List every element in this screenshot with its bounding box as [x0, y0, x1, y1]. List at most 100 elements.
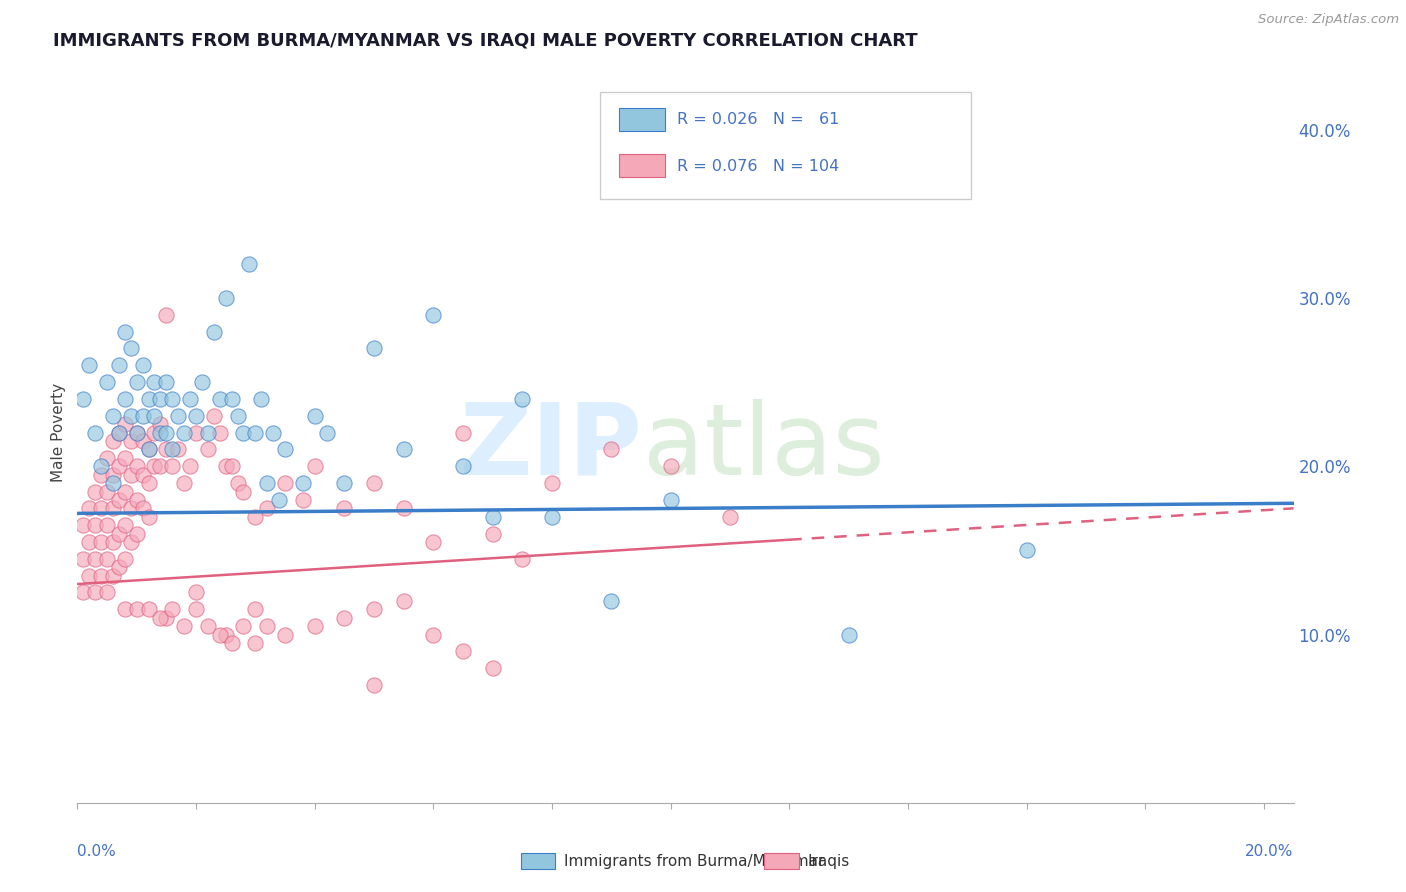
Point: [138, 476, 160, 491]
Point: [162, 392, 184, 406]
Point: [114, 392, 136, 406]
Point: [167, 442, 190, 457]
Point: [84, 425, 107, 440]
Point: [232, 425, 254, 440]
Point: [108, 526, 131, 541]
Point: [90, 459, 112, 474]
Point: [184, 409, 207, 423]
Point: [167, 409, 190, 423]
Point: [131, 467, 153, 482]
Text: atlas: atlas: [643, 399, 884, 496]
Point: [600, 594, 623, 608]
Point: [202, 409, 225, 423]
Point: [245, 509, 267, 524]
Point: [114, 450, 136, 465]
Y-axis label: Male Poverty: Male Poverty: [51, 383, 66, 483]
Point: [202, 325, 225, 339]
Point: [451, 644, 474, 658]
Point: [363, 602, 385, 616]
Point: [304, 459, 326, 474]
Point: [191, 375, 214, 389]
Point: [72, 518, 94, 533]
FancyBboxPatch shape: [619, 153, 665, 178]
Point: [131, 434, 153, 448]
Point: [363, 342, 385, 356]
Point: [197, 442, 219, 457]
Point: [77, 359, 100, 373]
Point: [138, 442, 160, 457]
Point: [451, 459, 474, 474]
Point: [101, 501, 124, 516]
Point: [125, 602, 148, 616]
Point: [149, 417, 172, 432]
Point: [138, 392, 160, 406]
Point: [77, 568, 100, 582]
Point: [451, 425, 474, 440]
Point: [125, 459, 148, 474]
Point: [114, 518, 136, 533]
Point: [363, 476, 385, 491]
Point: [363, 678, 385, 692]
Point: [101, 535, 124, 549]
Point: [72, 585, 94, 599]
Text: Iraqis: Iraqis: [807, 854, 849, 869]
Point: [77, 501, 100, 516]
Point: [481, 526, 503, 541]
Point: [392, 442, 415, 457]
Point: [114, 417, 136, 432]
Point: [149, 459, 172, 474]
Point: [659, 459, 682, 474]
Point: [291, 476, 314, 491]
Point: [221, 636, 243, 650]
Point: [114, 551, 136, 566]
Point: [96, 518, 118, 533]
Point: [1015, 543, 1038, 558]
Point: [120, 342, 142, 356]
Point: [250, 392, 273, 406]
Point: [173, 476, 195, 491]
Point: [72, 392, 94, 406]
Point: [125, 492, 148, 507]
Point: [333, 476, 356, 491]
Text: 20.0%: 20.0%: [1246, 844, 1294, 858]
Point: [214, 459, 236, 474]
Point: [173, 619, 195, 633]
Point: [101, 409, 124, 423]
Point: [149, 392, 172, 406]
Point: [718, 509, 741, 524]
Point: [84, 585, 107, 599]
FancyBboxPatch shape: [619, 108, 665, 131]
FancyBboxPatch shape: [522, 853, 555, 870]
Text: IMMIGRANTS FROM BURMA/MYANMAR VS IRAQI MALE POVERTY CORRELATION CHART: IMMIGRANTS FROM BURMA/MYANMAR VS IRAQI M…: [53, 32, 918, 50]
Point: [138, 509, 160, 524]
Point: [245, 425, 267, 440]
Point: [422, 627, 444, 641]
Point: [197, 425, 219, 440]
Point: [125, 425, 148, 440]
Point: [155, 610, 177, 624]
FancyBboxPatch shape: [600, 92, 972, 200]
Point: [221, 459, 243, 474]
Point: [541, 476, 564, 491]
Point: [315, 425, 337, 440]
Point: [90, 467, 112, 482]
Point: [101, 467, 124, 482]
Point: [232, 619, 254, 633]
Point: [125, 526, 148, 541]
Point: [208, 392, 231, 406]
Point: [392, 501, 415, 516]
Point: [77, 535, 100, 549]
Point: [256, 476, 278, 491]
Point: [422, 535, 444, 549]
Point: [304, 409, 326, 423]
Point: [108, 359, 131, 373]
Point: [90, 535, 112, 549]
Point: [108, 425, 131, 440]
Point: [120, 467, 142, 482]
Text: R = 0.076   N = 104: R = 0.076 N = 104: [676, 159, 839, 174]
Point: [274, 627, 297, 641]
Point: [179, 392, 201, 406]
Point: [131, 409, 153, 423]
Point: [267, 492, 290, 507]
Point: [155, 375, 177, 389]
